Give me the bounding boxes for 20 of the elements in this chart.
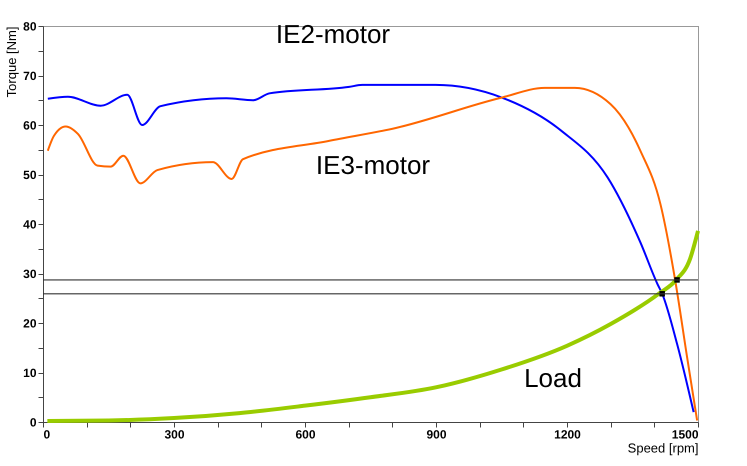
x-tick-label: 0 [44,428,50,442]
y-tick-label: 60 [23,118,37,132]
y-tick-label: 40 [23,218,37,232]
x-axis-title: Speed [rpm] [628,440,698,456]
y-tick-label: 20 [23,316,37,330]
annotation: IE3-motor [316,150,430,180]
y-tick-label: 0 [30,416,37,430]
x-tick-label: 300 [164,428,185,442]
x-tick-label: 900 [426,428,447,442]
y-tick-label: 80 [23,20,37,34]
annotation: Load [524,363,582,393]
x-tick-label: 1200 [554,428,582,442]
y-tick-label: 30 [23,267,37,281]
y-tick-label: 70 [23,69,37,83]
x-tick-label: 600 [295,428,316,442]
x-tick-label: 1500 [672,428,699,442]
y-tick-label: 10 [23,366,37,380]
annotation: IE2-motor [276,19,390,49]
y-axis-title: Torque [Nm] [4,26,20,98]
y-tick-label: 50 [23,168,37,182]
